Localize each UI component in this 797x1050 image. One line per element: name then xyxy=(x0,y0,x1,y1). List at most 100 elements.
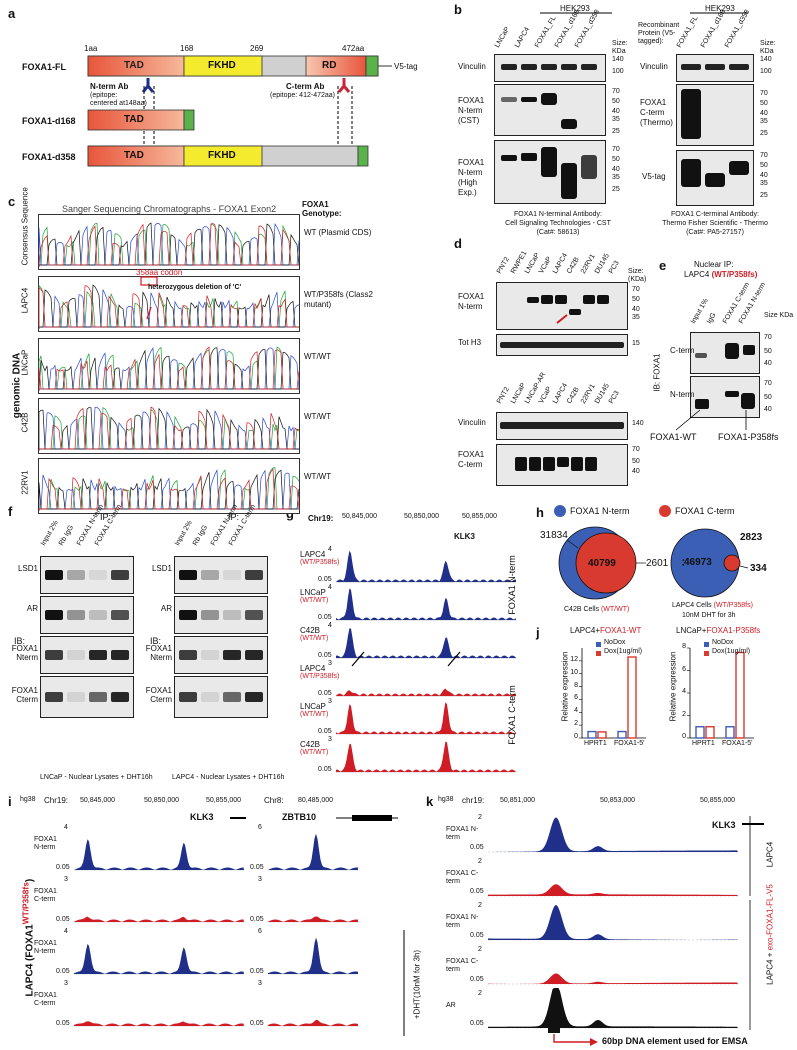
row-label-vinculin-b1: Vinculin xyxy=(458,62,486,71)
deletion-arrow xyxy=(146,306,152,320)
ib-label-f1: IB: xyxy=(14,636,26,646)
g-geno-label: (WT/P358fs) xyxy=(300,673,340,680)
venn1-cterm-only: 2601 xyxy=(646,558,669,569)
bar-Dox(1ug/ml) xyxy=(705,726,715,739)
k-min-label: 0.05 xyxy=(470,844,484,851)
venn2-overlap: 2823 xyxy=(740,532,763,543)
k-gene-klk3: KLK3 xyxy=(712,820,736,830)
blot-f-0 xyxy=(174,556,268,594)
k-track xyxy=(488,988,738,1030)
domain-diagram xyxy=(87,55,392,167)
blot-v5-tag xyxy=(676,150,754,206)
marker-kda-b2: 50 xyxy=(760,162,768,169)
legend-swatch xyxy=(704,651,709,656)
i-min-left: 0.05 xyxy=(56,1020,70,1027)
recombinant-protein-label: Recombinant Protein (V5-tagged): xyxy=(638,22,680,45)
coverage xyxy=(336,688,516,696)
coverage xyxy=(488,973,738,984)
marker-kda-b1: 50 xyxy=(612,98,620,105)
blot-f-3 xyxy=(174,676,268,718)
g-cell-label: LNCaP xyxy=(300,588,326,597)
band xyxy=(179,570,197,580)
blot-f-2 xyxy=(174,636,268,674)
band xyxy=(45,570,63,580)
marker-kda-b2: 25 xyxy=(760,192,768,199)
i-min-right: 0.05 xyxy=(250,864,264,871)
coverage xyxy=(488,905,738,940)
y-tick-label: 12 xyxy=(570,655,578,663)
y-tick-label: 8 xyxy=(574,681,578,689)
blot-foxa1-cterm-d xyxy=(496,444,628,486)
marker-kda-b2: 140 xyxy=(760,56,772,63)
coverage xyxy=(488,884,738,896)
zbtb10-exon xyxy=(352,815,392,821)
g-min-label: 0.05 xyxy=(318,690,332,697)
marker-kda-b1: 70 xyxy=(612,146,620,153)
band xyxy=(223,570,241,580)
k-track xyxy=(488,814,738,854)
marker-kda-b1: 40 xyxy=(612,108,620,115)
g-max-label: 4 xyxy=(328,546,332,553)
legend-label: Dox(1ug/ml) xyxy=(604,648,643,655)
foxa1-wt-label: FOXA1-WT xyxy=(650,432,697,442)
marker-kda-b2: 40 xyxy=(760,172,768,179)
k-min-label: 0.05 xyxy=(470,1020,484,1027)
bar-NoDox xyxy=(587,730,597,739)
y-tick-label: 2 xyxy=(682,710,686,718)
band xyxy=(67,610,85,620)
blot-vinculin-b1 xyxy=(494,54,606,82)
i-coord-1: 50,845,000 xyxy=(80,797,116,804)
g-min-label: 0.05 xyxy=(318,652,332,659)
trace-3 xyxy=(38,406,300,451)
coverage xyxy=(74,839,244,870)
blot-nterm-e xyxy=(690,376,760,418)
coverage xyxy=(336,550,516,582)
row-label-cterm-e: C-term xyxy=(670,346,695,355)
coverage xyxy=(268,1019,358,1026)
g-track xyxy=(336,700,516,736)
i-min-right: 0.05 xyxy=(250,1020,264,1027)
caption-f2: LAPC4 - Nuclear Lysates + DHT16h xyxy=(172,774,285,781)
j2-title-geno: FOXA1-P358fs xyxy=(706,626,761,635)
g-max-label: 3 xyxy=(328,698,332,705)
band xyxy=(201,650,219,660)
caption-b2: FOXA1 C-terminal Antibody: Thermo Fisher… xyxy=(662,211,768,236)
g-min-label: 0.05 xyxy=(318,576,332,583)
bar-Dox(1ug/ml) xyxy=(735,651,745,739)
band xyxy=(45,692,63,702)
venn2-caption-dht: 10nM DHT for 3h xyxy=(682,612,736,619)
venn1-nterm-only: 31834 xyxy=(540,530,568,541)
i-min-left: 0.05 xyxy=(56,916,70,923)
i-chr8-label: Chr8: xyxy=(264,796,284,805)
y-tick-label: 0 xyxy=(682,733,686,740)
i-hg-label: hg38 xyxy=(20,796,36,803)
k-min-label: 0.05 xyxy=(470,976,484,983)
cterm-ab-label: C-term Ab xyxy=(286,82,325,91)
k-max-label: 2 xyxy=(478,902,482,909)
j1-title: LAPC4+ xyxy=(570,626,601,635)
g-cell-label: LNCaP xyxy=(300,702,326,711)
g-cell-label: LAPC4 xyxy=(300,550,326,559)
i-min-right: 0.05 xyxy=(250,916,264,923)
i-max-left: 3 xyxy=(64,980,68,987)
blot-foxa1-nterm-d xyxy=(496,282,628,330)
row-label-nterm-high: FOXA1 N-term (High Exp.) xyxy=(458,158,485,197)
i-min-left: 0.05 xyxy=(56,968,70,975)
marker-kda-e: 50 xyxy=(764,348,772,355)
band xyxy=(245,650,263,660)
i-max-right: 3 xyxy=(258,876,262,883)
marker-kda-e: 50 xyxy=(764,394,772,401)
aa-1-label: 1aa xyxy=(84,44,98,53)
nterm-ab-label: N-term Ab xyxy=(90,82,129,91)
panel-letter-e: e xyxy=(659,258,667,273)
g-cell-label: C42B xyxy=(300,626,321,635)
row-label-f: FOXA1 Nterm xyxy=(11,644,38,662)
ib-label-f2: IB: xyxy=(150,636,162,646)
marker-kda-b1: 25 xyxy=(612,128,620,135)
ip-label-f1: IP: xyxy=(100,512,112,522)
row-label-f: LSD1 xyxy=(151,564,172,573)
band xyxy=(201,570,219,580)
codon-box xyxy=(140,276,158,286)
i-max-left: 4 xyxy=(64,824,68,831)
marker-kda-b1: 35 xyxy=(612,174,620,181)
